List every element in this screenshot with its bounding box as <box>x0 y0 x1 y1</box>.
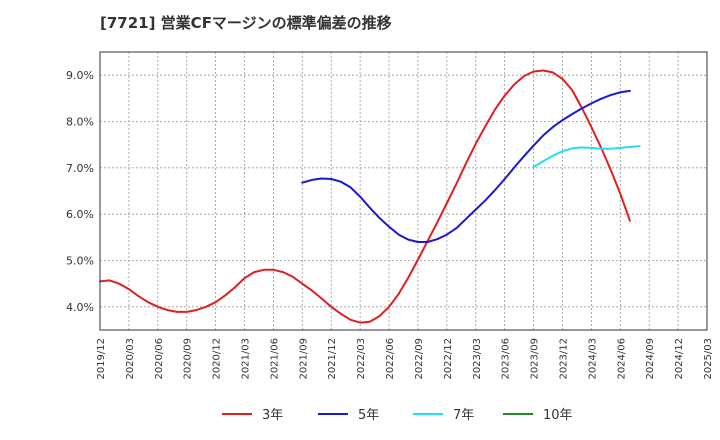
x-tick-label: 2024/06 <box>616 338 627 380</box>
x-tick-label: 2021/09 <box>298 338 309 380</box>
series-line-0 <box>99 69 631 324</box>
legend-label: 7年 <box>453 408 474 423</box>
x-tick-label: 2021/06 <box>269 338 280 380</box>
x-tick-label: 2022/12 <box>443 338 454 380</box>
x-tick-label: 2022/06 <box>385 338 396 380</box>
x-tick-label: 2020/12 <box>212 338 223 380</box>
x-tick-label: 2023/09 <box>530 338 541 380</box>
y-axis-ticks: 4.0% 5.0% 6.0% 7.0% 8.0% 9.0% <box>66 69 94 314</box>
legend-label: 5年 <box>358 408 379 423</box>
x-tick-label: 2024/12 <box>674 338 685 380</box>
x-tick-label: 2022/09 <box>414 338 425 380</box>
y-tick-label: 7.0% <box>66 162 94 175</box>
x-axis-ticks: 2019/12 2020/03 2020/06 2020/09 2020/12 2021/… <box>96 338 714 380</box>
x-tick-label: 2020/09 <box>183 338 194 380</box>
x-tick-label: 2023/03 <box>472 338 483 380</box>
y-tick-label: 9.0% <box>66 69 94 82</box>
y-tick-label: 5.0% <box>66 255 94 268</box>
series-line-2 <box>532 145 641 168</box>
x-tick-label: 2024/03 <box>587 338 598 380</box>
x-tick-label: 2019/12 <box>96 338 107 380</box>
series-line-1 <box>301 89 631 243</box>
x-tick-label: 2020/06 <box>154 338 165 380</box>
series-lines <box>99 69 641 324</box>
plot-border <box>99 51 708 331</box>
chart-title: [7721] 営業CFマージンの標準偏差の推移 <box>100 14 392 32</box>
x-tick-label: 2023/12 <box>558 338 569 380</box>
y-tick-label: 8.0% <box>66 116 94 129</box>
grid <box>100 52 707 330</box>
y-tick-label: 4.0% <box>66 301 94 314</box>
x-tick-label: 2020/03 <box>125 338 136 380</box>
x-tick-label: 2021/12 <box>327 338 338 380</box>
x-tick-label: 2025/03 <box>703 338 714 380</box>
x-tick-label: 2022/03 <box>356 338 367 380</box>
legend-label: 3年 <box>262 408 283 423</box>
x-tick-label: 2024/09 <box>645 338 656 380</box>
legend: 3年 5年 7年 10年 <box>222 408 573 423</box>
x-tick-label: 2021/03 <box>241 338 252 380</box>
y-tick-label: 6.0% <box>66 208 94 221</box>
legend-label: 10年 <box>543 408 573 423</box>
x-tick-label: 2023/06 <box>501 338 512 380</box>
plot-area <box>100 52 707 330</box>
